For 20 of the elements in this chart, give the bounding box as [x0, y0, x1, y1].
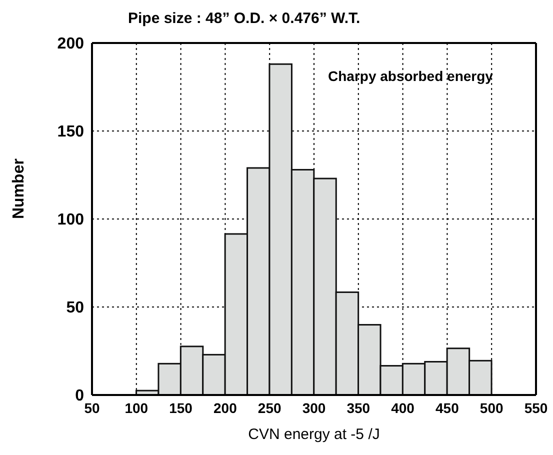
x-tick-label: 500	[480, 400, 504, 416]
y-tick-label: 150	[57, 124, 84, 141]
x-tick-label: 450	[436, 400, 460, 416]
annotation: Charpy absorbed energy	[328, 68, 493, 84]
x-tick-label: 400	[391, 400, 415, 416]
x-tick-label: 300	[302, 400, 326, 416]
x-tick-label: 50	[84, 400, 100, 416]
x-tick-label: 350	[346, 400, 370, 416]
x-tick-label: 200	[214, 400, 238, 416]
y-axis-title: Number	[10, 158, 28, 219]
x-tick-label: 550	[524, 400, 548, 416]
x-tick-label: 150	[169, 400, 193, 416]
x-axis-title: CVN energy at -5 /J	[248, 426, 380, 443]
y-tick-label: 200	[57, 36, 84, 53]
chart-title: Pipe size : 48” O.D. × 0.476” W.T.	[128, 10, 360, 27]
x-tick-label: 250	[258, 400, 282, 416]
y-tick-label: 100	[57, 212, 84, 229]
y-tick-label: 50	[66, 300, 84, 317]
y-tick-label: 0	[75, 388, 84, 405]
x-tick-label: 100	[124, 400, 148, 416]
